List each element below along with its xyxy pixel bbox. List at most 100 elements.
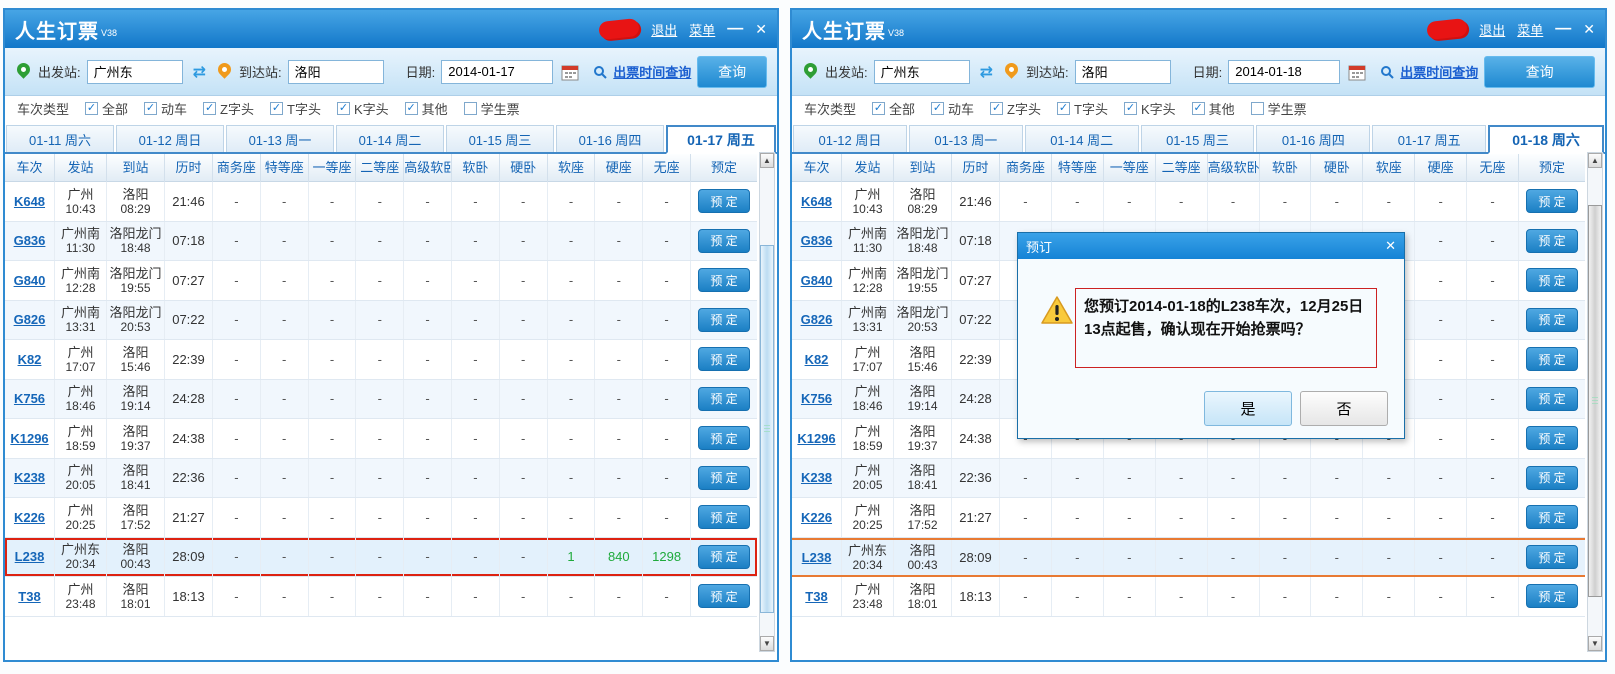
book-button[interactable]: 预 定 bbox=[1526, 584, 1578, 609]
filter-checkbox[interactable]: ✓ 其他 bbox=[1191, 99, 1235, 118]
swap-stations-icon[interactable]: ⇄ bbox=[192, 63, 207, 81]
from-input[interactable] bbox=[86, 59, 183, 84]
filter-checkbox[interactable]: ✓ T字头 bbox=[1057, 99, 1108, 118]
book-button[interactable]: 预 定 bbox=[1526, 268, 1578, 293]
filter-checkbox[interactable]: ✓ T字头 bbox=[270, 99, 321, 118]
date-input[interactable] bbox=[1228, 59, 1341, 84]
train-number-link[interactable]: K648 bbox=[800, 193, 833, 209]
book-button[interactable]: 预 定 bbox=[697, 465, 750, 490]
train-number-link[interactable]: T38 bbox=[18, 588, 41, 604]
date-tab[interactable]: 01-13 周一 bbox=[908, 125, 1023, 152]
book-button[interactable]: 预 定 bbox=[697, 268, 750, 293]
train-number-link[interactable]: L238 bbox=[14, 549, 45, 565]
book-button[interactable]: 预 定 bbox=[1526, 347, 1578, 372]
book-button[interactable]: 预 定 bbox=[697, 189, 750, 214]
book-button[interactable]: 预 定 bbox=[1526, 189, 1578, 214]
book-button[interactable]: 预 定 bbox=[1526, 465, 1578, 490]
book-button[interactable]: 预 定 bbox=[1526, 386, 1578, 411]
filter-checkbox[interactable]: ✓ Z字头 bbox=[203, 99, 254, 118]
filter-checkbox[interactable]: ✓ 全部 bbox=[872, 99, 915, 118]
close-icon[interactable]: ✕ bbox=[755, 20, 767, 37]
date-tab[interactable]: 01-15 周三 bbox=[446, 125, 554, 152]
checked-checkbox-icon[interactable]: ✓ bbox=[336, 102, 350, 115]
filter-checkbox[interactable]: ✓ K字头 bbox=[336, 99, 389, 118]
train-number-link[interactable]: G840 bbox=[13, 272, 46, 288]
train-number-link[interactable]: K82 bbox=[17, 351, 42, 367]
query-button[interactable]: 查询 bbox=[1484, 55, 1595, 88]
scroll-down-icon[interactable]: ▼ bbox=[1588, 636, 1602, 651]
train-number-link[interactable]: G836 bbox=[13, 233, 46, 249]
checked-checkbox-icon[interactable]: ✓ bbox=[144, 102, 158, 115]
train-number-link[interactable]: G826 bbox=[800, 312, 833, 328]
date-tab[interactable]: 01-18 周六 bbox=[1488, 125, 1605, 154]
date-tab[interactable]: 01-11 周六 bbox=[6, 125, 114, 152]
to-input[interactable] bbox=[287, 59, 384, 84]
book-button[interactable]: 预 定 bbox=[697, 544, 750, 569]
checked-checkbox-icon[interactable]: ✓ bbox=[990, 102, 1004, 115]
from-input[interactable] bbox=[873, 59, 970, 84]
filter-checkbox[interactable]: ✓ 动车 bbox=[144, 99, 187, 118]
scroll-down-icon[interactable]: ▼ bbox=[760, 636, 774, 651]
book-button[interactable]: 预 定 bbox=[697, 228, 750, 253]
dialog-no-button[interactable]: 否 bbox=[1300, 391, 1388, 426]
scroll-up-icon[interactable]: ▲ bbox=[760, 153, 774, 168]
date-tab[interactable]: 01-12 周日 bbox=[793, 125, 907, 152]
dialog-close-icon[interactable]: ✕ bbox=[1385, 238, 1396, 253]
book-button[interactable]: 预 定 bbox=[697, 505, 750, 530]
book-button[interactable]: 预 定 bbox=[1526, 426, 1578, 451]
checked-checkbox-icon[interactable]: ✓ bbox=[270, 102, 283, 115]
train-number-link[interactable]: K82 bbox=[804, 351, 829, 367]
logout-link[interactable]: 退出 bbox=[1479, 22, 1506, 38]
train-number-link[interactable]: K1296 bbox=[10, 430, 49, 446]
swap-stations-icon[interactable]: ⇄ bbox=[979, 63, 994, 81]
minimize-icon[interactable]: — bbox=[727, 20, 744, 37]
checked-checkbox-icon[interactable]: ✓ bbox=[203, 102, 217, 115]
filter-checkbox[interactable]: 学生票 bbox=[1250, 99, 1307, 118]
book-button[interactable]: 预 定 bbox=[697, 426, 750, 451]
unchecked-checkbox-icon[interactable] bbox=[463, 102, 477, 115]
date-tab[interactable]: 01-16 周四 bbox=[556, 125, 664, 152]
book-button[interactable]: 预 定 bbox=[1526, 307, 1578, 332]
train-number-link[interactable]: K238 bbox=[800, 470, 833, 486]
train-number-link[interactable]: K226 bbox=[13, 509, 46, 525]
calendar-icon[interactable] bbox=[1348, 63, 1366, 81]
book-button[interactable]: 预 定 bbox=[1526, 505, 1578, 530]
checked-checkbox-icon[interactable]: ✓ bbox=[1123, 102, 1137, 115]
calendar-icon[interactable] bbox=[561, 63, 579, 81]
minimize-icon[interactable]: — bbox=[1555, 20, 1572, 37]
date-tab[interactable]: 01-13 周一 bbox=[226, 125, 334, 152]
book-button[interactable]: 预 定 bbox=[697, 307, 750, 332]
filter-checkbox[interactable]: 学生票 bbox=[463, 99, 520, 118]
date-tab[interactable]: 01-15 周三 bbox=[1140, 125, 1255, 152]
logout-link[interactable]: 退出 bbox=[651, 22, 678, 38]
close-icon[interactable]: ✕ bbox=[1583, 20, 1595, 37]
date-tab[interactable]: 01-17 周五 bbox=[666, 125, 776, 154]
train-number-link[interactable]: L238 bbox=[801, 549, 832, 565]
train-number-link[interactable]: G826 bbox=[13, 312, 46, 328]
scrollbar-thumb[interactable] bbox=[760, 245, 774, 613]
filter-checkbox[interactable]: ✓ K字头 bbox=[1123, 99, 1176, 118]
scrollbar[interactable]: ▲ ▼ bbox=[1587, 152, 1603, 652]
to-input[interactable] bbox=[1074, 59, 1171, 84]
date-tab[interactable]: 01-14 周二 bbox=[336, 125, 444, 152]
scrollbar[interactable]: ▲ ▼ bbox=[759, 152, 775, 652]
unchecked-checkbox-icon[interactable] bbox=[1250, 102, 1264, 115]
book-button[interactable]: 预 定 bbox=[697, 386, 750, 411]
date-tab[interactable]: 01-16 周四 bbox=[1256, 125, 1371, 152]
filter-checkbox[interactable]: ✓ 动车 bbox=[931, 99, 974, 118]
scroll-up-icon[interactable]: ▲ bbox=[1588, 153, 1602, 168]
train-number-link[interactable]: K756 bbox=[800, 391, 833, 407]
book-button[interactable]: 预 定 bbox=[1526, 228, 1578, 253]
menu-link[interactable]: 菜单 bbox=[689, 22, 716, 38]
filter-checkbox[interactable]: ✓ 全部 bbox=[85, 99, 128, 118]
date-tab[interactable]: 01-17 周五 bbox=[1372, 125, 1487, 152]
checked-checkbox-icon[interactable]: ✓ bbox=[404, 102, 418, 115]
train-number-link[interactable]: K238 bbox=[13, 470, 46, 486]
date-tab[interactable]: 01-12 周日 bbox=[116, 125, 224, 152]
menu-link[interactable]: 菜单 bbox=[1517, 22, 1544, 38]
train-number-link[interactable]: K226 bbox=[800, 509, 833, 525]
checked-checkbox-icon[interactable]: ✓ bbox=[1057, 102, 1070, 115]
checked-checkbox-icon[interactable]: ✓ bbox=[85, 102, 99, 115]
train-number-link[interactable]: G836 bbox=[800, 233, 833, 249]
train-number-link[interactable]: K648 bbox=[13, 193, 46, 209]
